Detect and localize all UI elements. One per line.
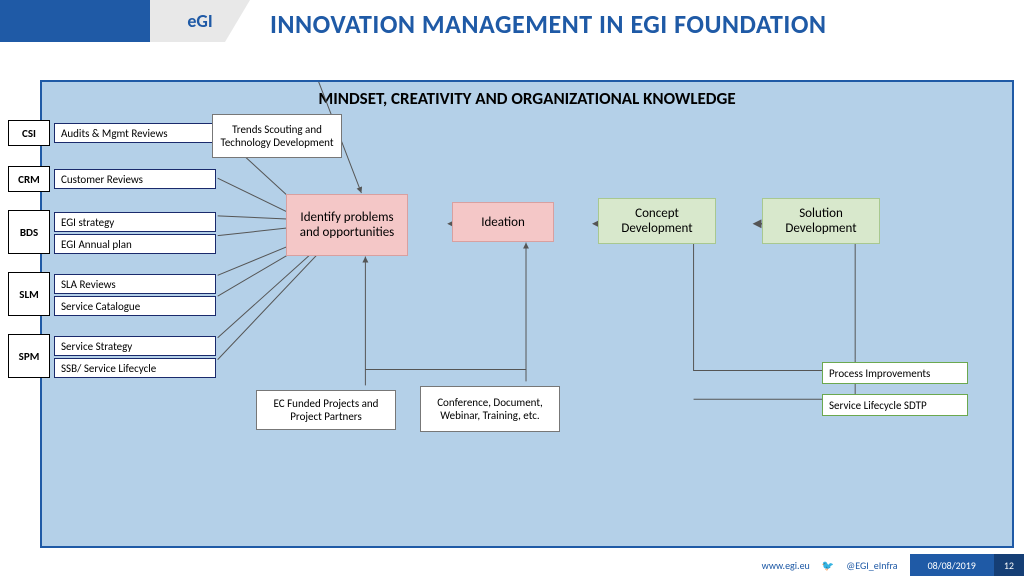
process-step: Concept Development <box>598 198 716 244</box>
diagram-container: MINDSET, CREATIVITY AND ORGANIZATIONAL K… <box>40 80 1014 548</box>
side-group-label: SPM <box>8 334 50 378</box>
footer: www.egi.eu 🐦 @EGI_eInfra 08/08/2019 12 <box>0 554 1024 576</box>
side-group-label: CSI <box>8 120 50 146</box>
twitter-icon: 🐦 <box>822 559 834 572</box>
process-step: Solution Development <box>762 198 880 244</box>
input-box-top: Trends Scouting and Technology Developme… <box>212 114 342 158</box>
logo-text: eGI <box>187 10 212 32</box>
output-box: Process Improvements <box>822 362 968 384</box>
side-item: Audits & Mgmt Reviews <box>54 123 216 143</box>
input-box-bottom: EC Funded Projects and Project Partners <box>256 390 396 430</box>
side-group-label: CRM <box>8 166 50 192</box>
footer-page: 12 <box>994 554 1024 576</box>
side-item: SSB/ Service Lifecycle <box>54 358 216 378</box>
side-item: Service Strategy <box>54 336 216 356</box>
side-item: EGI strategy <box>54 212 216 232</box>
side-item: Service Catalogue <box>54 296 216 316</box>
side-group-label: SLM <box>8 272 50 316</box>
side-item: EGI Annual plan <box>54 234 216 254</box>
header-blue-bar <box>0 0 150 42</box>
header: eGI INNOVATION MANAGEMENT IN EGI FOUNDAT… <box>0 0 1024 48</box>
input-box-bottom: Conference, Document, Webinar, Training,… <box>420 386 560 432</box>
side-group-label: BDS <box>8 210 50 254</box>
process-step: Identify problems and opportunities <box>286 194 408 256</box>
footer-twitter[interactable]: @EGI_eInfra <box>846 559 897 572</box>
logo: eGI <box>150 0 250 42</box>
footer-url[interactable]: www.egi.eu <box>762 559 810 572</box>
process-step: Ideation <box>452 202 554 242</box>
side-item: SLA Reviews <box>54 274 216 294</box>
footer-date: 08/08/2019 <box>910 554 994 576</box>
side-item: Customer Reviews <box>54 169 216 189</box>
diagram-subtitle: MINDSET, CREATIVITY AND ORGANIZATIONAL K… <box>42 88 1012 109</box>
page-title: INNOVATION MANAGEMENT IN EGI FOUNDATION <box>270 8 827 40</box>
output-box: Service Lifecycle SDTP <box>822 394 968 416</box>
